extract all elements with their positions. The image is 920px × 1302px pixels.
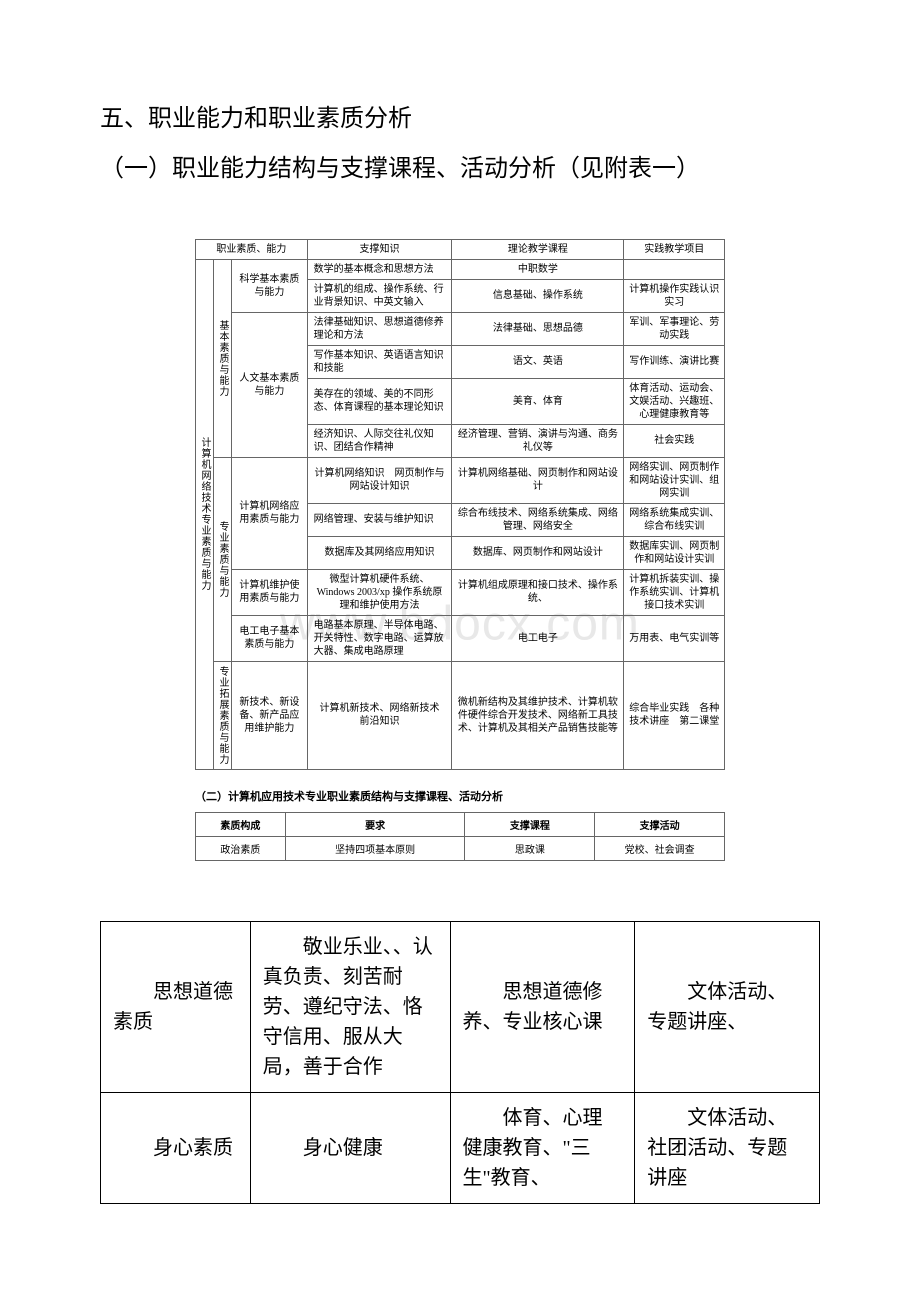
- cell-knowledge: 计算机的组成、操作系统、行业背景知识、中英文输入: [307, 279, 452, 312]
- cell-knowledge: 微型计算机硬件系统、Windows 2003/xp 操作系统原理和维护使用方法: [307, 569, 452, 615]
- cell-c4: 文体活动、专题讲座、: [635, 921, 820, 1092]
- cell-theory: 数据库、网页制作和网站设计: [452, 536, 624, 569]
- section-subheading: （一）职业能力结构与支撑课程、活动分析（见附表一）: [100, 150, 820, 188]
- th-knowledge: 支撑知识: [307, 239, 452, 259]
- cell-practice: 体育活动、运动会、文娱活动、兴趣班、心理健康教育等: [624, 378, 725, 424]
- inner-document-image: www.bdocx.com 职业素质、能力 支撑知识 理论教学课程 实践教学项目…: [195, 239, 725, 861]
- cell-hum-label: 人文基本素质与能力: [232, 312, 308, 457]
- cell-theory: 中职数学: [452, 259, 624, 279]
- cell-c3: 思政课: [465, 836, 595, 860]
- table-row: 身心素质 身心健康 体育、心理健康教育、"三生"教育、 文体活动、社团活动、专题…: [101, 1092, 820, 1203]
- table-quality-structure: 素质构成 要求 支撑课程 支撑活动 政治素质 坚持四项基本原则 思政课 党校、社…: [195, 812, 725, 861]
- cell-net-label: 计算机网络应用素质与能力: [232, 457, 308, 569]
- cell-practice: 网络系统集成实训、综合布线实训: [624, 503, 725, 536]
- cell-knowledge: 网络管理、安装与维护知识: [307, 503, 452, 536]
- cell-c2: 敬业乐业、、认真负责、刻苦耐劳、遵纪守法、恪守信用、服从大局，善于合作: [250, 921, 450, 1092]
- cell-knowledge: 法律基础知识、思想道德修养理论和方法: [307, 312, 452, 345]
- cell-c4: 文体活动、社团活动、专题讲座: [635, 1092, 820, 1203]
- cell-elec-label: 电工电子基本素质与能力: [232, 615, 308, 661]
- cell-knowledge: 写作基本知识、英语语言知识和技能: [307, 345, 452, 378]
- th-activity: 支撑活动: [595, 812, 725, 836]
- table-competency-analysis: 职业素质、能力 支撑知识 理论教学课程 实践教学项目 计算机网络技术专业素质与能…: [195, 239, 725, 770]
- th-quality: 职业素质、能力: [196, 239, 308, 259]
- table-row: 计算机维护使用素质与能力 微型计算机硬件系统、Windows 2003/xp 操…: [196, 569, 725, 615]
- th-theory: 理论教学课程: [452, 239, 624, 259]
- cell-practice: 数据库实训、网页制作和网站设计实训: [624, 536, 725, 569]
- th-course: 支撑课程: [465, 812, 595, 836]
- cell-prof-ext-label: 专业拓展素质与能力: [214, 661, 232, 769]
- cell-theory: 微机新结构及其维护技术、计算机软件硬件综合开发技术、网络新工具技术、计算机及其相…: [452, 661, 624, 769]
- cell-c1: 政治素质: [196, 836, 286, 860]
- cell-c2: 坚持四项基本原则: [285, 836, 465, 860]
- cell-knowledge: 数据库及其网络应用知识: [307, 536, 452, 569]
- cell-basic-label: 基本素质与能力: [214, 259, 232, 457]
- cell-practice: 军训、军事理论、劳动实践: [624, 312, 725, 345]
- th-requirement: 要求: [285, 812, 465, 836]
- cell-theory: 综合布线技术、网络系统集成、网络管理、网络安全: [452, 503, 624, 536]
- cell-knowledge: 数学的基本概念和思想方法: [307, 259, 452, 279]
- cell-c1: 身心素质: [101, 1092, 251, 1203]
- cell-theory: 美育、体育: [452, 378, 624, 424]
- cell-theory: 计算机网络基础、网页制作和网站设计: [452, 457, 624, 503]
- cell-knowledge: 计算机新技术、网络新技术 前沿知识: [307, 661, 452, 769]
- table-row: 专业拓展素质与能力 新技术、新设备、新产品应用维护能力 计算机新技术、网络新技术…: [196, 661, 725, 769]
- cell-prof-label: 专业素质与能力: [214, 457, 232, 661]
- section2-title: （二）计算机应用技术专业职业素质结构与支撑课程、活动分析: [195, 788, 725, 804]
- table-row: 政治素质 坚持四项基本原则 思政课 党校、社会调查: [196, 836, 725, 860]
- cell-c2: 身心健康: [250, 1092, 450, 1203]
- cell-practice: 写作训练、演讲比赛: [624, 345, 725, 378]
- table-row: 人文基本素质与能力 法律基础知识、思想道德修养理论和方法 法律基础、思想品德 军…: [196, 312, 725, 345]
- table-row: 思想道德素质 敬业乐业、、认真负责、刻苦耐劳、遵纪守法、恪守信用、服从大局，善于…: [101, 921, 820, 1092]
- table-row: 计算机网络技术专业素质与能力 基本素质与能力 科学基本素质与能力 数学的基本概念…: [196, 259, 725, 279]
- cell-theory: 电工电子: [452, 615, 624, 661]
- cell-sci-label: 科学基本素质与能力: [232, 259, 308, 312]
- cell-maint-label: 计算机维护使用素质与能力: [232, 569, 308, 615]
- cell-c3: 思想道德修养、专业核心课: [450, 921, 635, 1092]
- cell-knowledge: 计算机网络知识 网页制作与网站设计知识: [307, 457, 452, 503]
- table-row: 电工电子基本素质与能力 电路基本原理、半导体电路、开关特性、数字电路、运算放大器…: [196, 615, 725, 661]
- th-practice: 实践教学项目: [624, 239, 725, 259]
- cell-practice: 网络实训、网页制作和网站设计实训、组网实训: [624, 457, 725, 503]
- cell-group-label: 计算机网络技术专业素质与能力: [196, 259, 214, 769]
- cell-practice: [624, 259, 725, 279]
- cell-knowledge: 经济知识、人际交往礼仪知识、团结合作精神: [307, 424, 452, 457]
- cell-knowledge: 美存在的领域、美的不同形态、体育课程的基本理论知识: [307, 378, 452, 424]
- cell-theory: 语文、英语: [452, 345, 624, 378]
- table-header-row: 职业素质、能力 支撑知识 理论教学课程 实践教学项目: [196, 239, 725, 259]
- table-quality-detail: 思想道德素质 敬业乐业、、认真负责、刻苦耐劳、遵纪守法、恪守信用、服从大局，善于…: [100, 921, 820, 1204]
- cell-practice: 综合毕业实践 各种技术讲座 第二课堂: [624, 661, 725, 769]
- cell-c4: 党校、社会调查: [595, 836, 725, 860]
- table-row: 专业素质与能力 计算机网络应用素质与能力 计算机网络知识 网页制作与网站设计知识…: [196, 457, 725, 503]
- cell-c3: 体育、心理健康教育、"三生"教育、: [450, 1092, 635, 1203]
- cell-practice: 万用表、电气实训等: [624, 615, 725, 661]
- cell-practice: 计算机操作实践认识实习: [624, 279, 725, 312]
- cell-theory: 法律基础、思想品德: [452, 312, 624, 345]
- cell-theory: 信息基础、操作系统: [452, 279, 624, 312]
- cell-practice: 计算机拆装实训、操作系统实训、计算机接口技术实训: [624, 569, 725, 615]
- cell-theory: 经济管理、营销、演讲与沟通、商务礼仪等: [452, 424, 624, 457]
- th-composition: 素质构成: [196, 812, 286, 836]
- cell-practice: 社会实践: [624, 424, 725, 457]
- cell-knowledge: 电路基本原理、半导体电路、开关特性、数字电路、运算放大器、集成电路原理: [307, 615, 452, 661]
- table-header-row: 素质构成 要求 支撑课程 支撑活动: [196, 812, 725, 836]
- cell-newtech-label: 新技术、新设备、新产品应用维护能力: [232, 661, 308, 769]
- section-heading: 五、职业能力和职业素质分析: [100, 100, 820, 138]
- cell-c1: 思想道德素质: [101, 921, 251, 1092]
- cell-theory: 计算机组成原理和接口技术、操作系统、: [452, 569, 624, 615]
